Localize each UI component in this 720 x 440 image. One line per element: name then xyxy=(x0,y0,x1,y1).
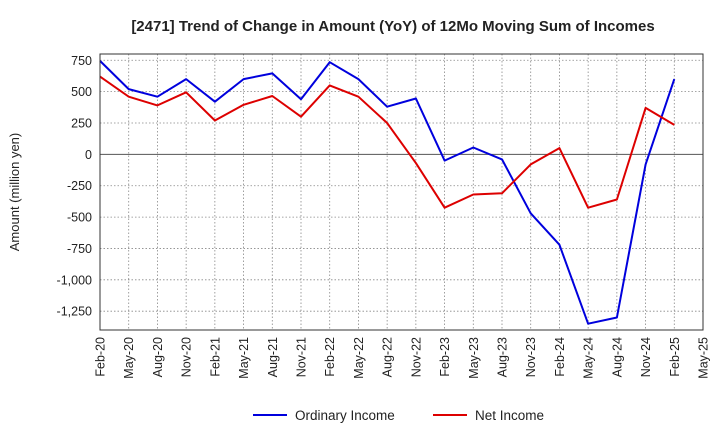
x-tick-label: Nov-22 xyxy=(409,337,423,377)
x-tick-label: Feb-20 xyxy=(94,337,108,377)
y-tick-label: 750 xyxy=(71,54,92,68)
grid xyxy=(100,54,703,330)
y-tick-label: 250 xyxy=(71,117,92,131)
x-tick-label: Aug-20 xyxy=(151,337,165,377)
y-tick-label: -750 xyxy=(67,242,92,256)
x-tick-label: May-21 xyxy=(237,337,251,379)
x-tick-label: May-20 xyxy=(122,337,136,379)
x-tick-label: Aug-22 xyxy=(381,337,395,377)
x-tick-label: Aug-23 xyxy=(496,337,510,377)
x-tick-label: Nov-24 xyxy=(639,337,653,377)
x-tick-label: Feb-23 xyxy=(438,337,452,377)
x-tick-label: May-22 xyxy=(352,337,366,379)
y-tick-label: 500 xyxy=(71,85,92,99)
series-layer xyxy=(99,60,676,325)
y-tick-label: -500 xyxy=(67,211,92,225)
x-tick-label: May-24 xyxy=(582,337,596,379)
legend-label: Net Income xyxy=(475,408,544,423)
y-tick-labels: 750 500 250 0 -250 -500 -750 -1,000 -1,250 xyxy=(57,54,93,319)
x-tick-label: May-23 xyxy=(467,337,481,379)
x-tick-label: Nov-23 xyxy=(524,337,538,377)
plot-frame xyxy=(99,53,704,331)
legend: Ordinary Income Net Income xyxy=(253,408,544,423)
series-line-0 xyxy=(99,60,676,325)
series-line-1 xyxy=(99,75,675,209)
y-axis-label: Amount (million yen) xyxy=(7,133,22,252)
x-tick-label: Nov-20 xyxy=(180,337,194,377)
x-tick-label: Aug-24 xyxy=(610,337,624,377)
x-tick-label: Feb-22 xyxy=(323,337,337,377)
y-tick-label: 0 xyxy=(85,148,92,162)
x-tick-labels: Feb-20 May-20 Aug-20 Nov-20 Feb-21 May-21 Aug-… xyxy=(94,337,711,379)
x-tick-label: Feb-25 xyxy=(668,337,682,377)
y-tick-label: -250 xyxy=(67,179,92,193)
x-tick-label: Feb-21 xyxy=(208,337,222,377)
y-tick-label: -1,250 xyxy=(57,305,92,319)
legend-label: Ordinary Income xyxy=(295,408,395,423)
x-tick-label: Feb-24 xyxy=(553,337,567,377)
x-tick-label: May-25 xyxy=(697,337,711,379)
y-tick-label: -1,000 xyxy=(57,273,92,287)
x-tick-label: Aug-21 xyxy=(266,337,280,377)
x-tick-label: Nov-21 xyxy=(295,337,309,377)
chart-title: [2471] Trend of Change in Amount (YoY) o… xyxy=(131,18,654,35)
